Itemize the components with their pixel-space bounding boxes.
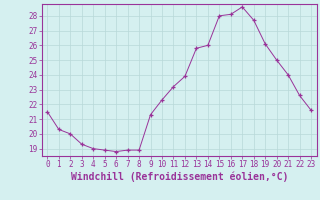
X-axis label: Windchill (Refroidissement éolien,°C): Windchill (Refroidissement éolien,°C) [70,172,288,182]
